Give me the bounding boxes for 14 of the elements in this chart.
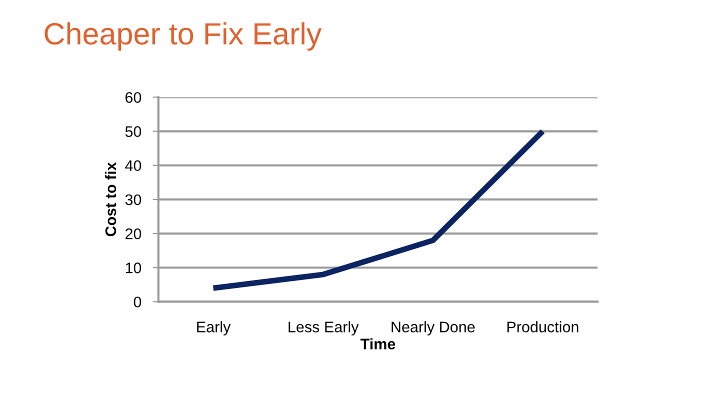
y-tick-label: 50 [125, 126, 142, 137]
x-tick-label: Less Early [288, 321, 359, 336]
y-tick-label: 20 [126, 228, 142, 240]
y-tick-label: 30 [125, 194, 142, 206]
y-tick-label: 10 [126, 262, 142, 274]
y-tick-label: 0 [134, 296, 142, 308]
x-tick-label: Nearly Done [392, 321, 475, 336]
chart-title: Cheaper to Fix Early [44, 22, 322, 51]
x-axis-title: Time [360, 338, 396, 350]
y-tick-label: 40 [125, 160, 142, 172]
x-tick-label: Production [507, 321, 578, 332]
y-tick-label: 60 [126, 92, 142, 103]
y-axis-title: Cost to fix [104, 162, 116, 236]
x-tick-label: Early [197, 321, 231, 336]
